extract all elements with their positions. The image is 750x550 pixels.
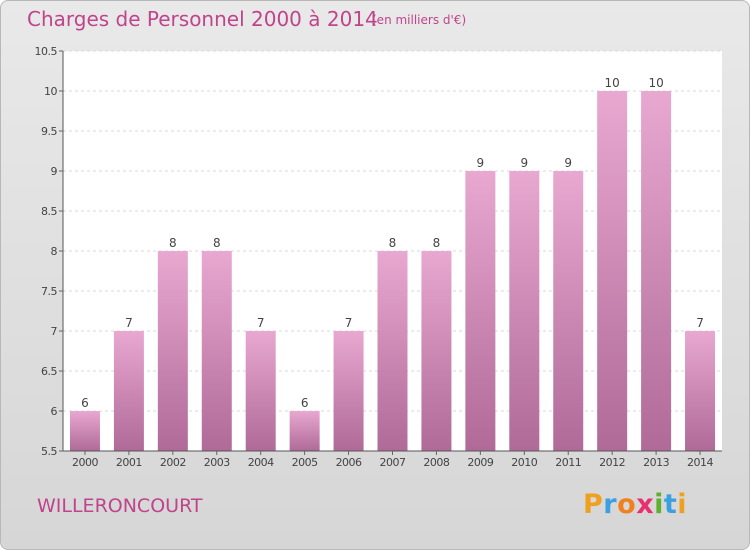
bar bbox=[377, 251, 408, 451]
data-label: 9 bbox=[520, 156, 528, 170]
logo-letter: i bbox=[677, 489, 688, 520]
data-label: 9 bbox=[564, 156, 572, 170]
logo-letter: P bbox=[583, 489, 604, 520]
y-tick-label: 8.5 bbox=[41, 205, 57, 218]
x-tick-label: 2006 bbox=[336, 456, 362, 469]
y-tick-label: 9 bbox=[51, 165, 58, 178]
chart-title: Charges de Personnel 2000 à 2014 bbox=[27, 7, 378, 31]
logo-letter: r bbox=[603, 489, 618, 520]
y-tick-label: 10.5 bbox=[35, 45, 58, 58]
x-tick-label: 2011 bbox=[555, 456, 581, 469]
x-tick-label: 2010 bbox=[511, 456, 537, 469]
x-tick-label: 2001 bbox=[116, 456, 142, 469]
x-tick-label: 2005 bbox=[292, 456, 318, 469]
y-tick-label: 6 bbox=[51, 405, 58, 418]
bar bbox=[465, 171, 496, 451]
data-label: 7 bbox=[125, 316, 133, 330]
data-label: 7 bbox=[696, 316, 704, 330]
bar bbox=[113, 331, 144, 451]
bar bbox=[245, 331, 276, 451]
bar bbox=[553, 171, 584, 451]
data-label: 7 bbox=[345, 316, 353, 330]
x-tick-label: 2009 bbox=[467, 456, 493, 469]
data-label: 8 bbox=[433, 236, 441, 250]
x-tick-label: 2013 bbox=[643, 456, 669, 469]
data-label: 9 bbox=[477, 156, 485, 170]
y-tick-label: 6.5 bbox=[41, 365, 57, 378]
y-tick-label: 9.5 bbox=[41, 125, 57, 138]
x-tick-label: 2002 bbox=[160, 456, 186, 469]
data-label: 10 bbox=[605, 76, 620, 90]
y-tick-label: 10 bbox=[44, 85, 57, 98]
bar bbox=[201, 251, 232, 451]
chart-subtitle: (en milliers d'€) bbox=[372, 13, 467, 27]
x-tick-label: 2000 bbox=[72, 456, 98, 469]
bar bbox=[421, 251, 452, 451]
data-label: 6 bbox=[81, 396, 89, 410]
data-label: 8 bbox=[169, 236, 177, 250]
bar bbox=[69, 411, 100, 451]
x-tick-label: 2008 bbox=[423, 456, 449, 469]
commune-name: WILLERONCOURT bbox=[37, 495, 203, 517]
logo-letter: t bbox=[663, 489, 678, 520]
bar bbox=[641, 91, 672, 451]
data-label: 10 bbox=[648, 76, 663, 90]
logo-letter: i bbox=[654, 489, 664, 520]
bar bbox=[289, 411, 320, 451]
bar bbox=[157, 251, 188, 451]
y-tick-label: 7.5 bbox=[41, 285, 57, 298]
y-tick-label: 5.5 bbox=[41, 445, 57, 458]
y-tick-label: 8 bbox=[51, 245, 58, 258]
x-tick-label: 2012 bbox=[599, 456, 625, 469]
bar bbox=[509, 171, 540, 451]
bar bbox=[597, 91, 628, 451]
x-tick-label: 2004 bbox=[248, 456, 274, 469]
data-label: 8 bbox=[213, 236, 221, 250]
data-label: 6 bbox=[301, 396, 309, 410]
x-tick-label: 2003 bbox=[204, 456, 230, 469]
x-tick-label: 2007 bbox=[380, 456, 406, 469]
x-tick-label: 2014 bbox=[687, 456, 713, 469]
data-label: 8 bbox=[389, 236, 397, 250]
bar bbox=[685, 331, 716, 451]
proxiti-logo: Proxiti bbox=[583, 489, 687, 520]
logo-letter: o bbox=[617, 489, 637, 520]
data-label: 7 bbox=[257, 316, 265, 330]
bar bbox=[333, 331, 364, 451]
logo-letter: x bbox=[636, 489, 655, 520]
y-tick-label: 7 bbox=[51, 325, 58, 338]
